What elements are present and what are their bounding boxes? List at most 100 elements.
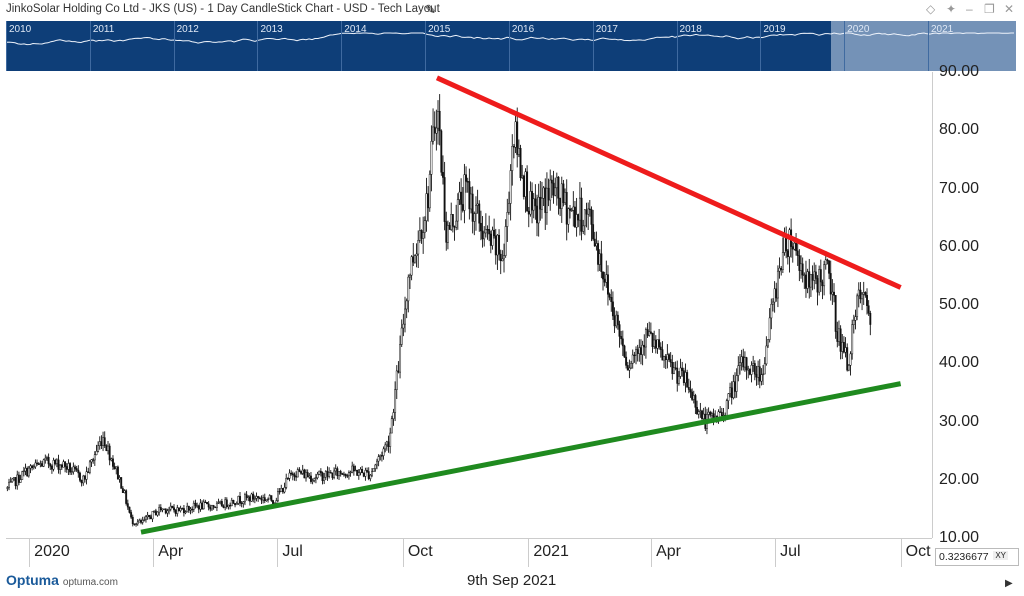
candle-body: [110, 458, 113, 461]
candle-body: [220, 501, 223, 507]
overview-navigator[interactable]: 2010 2011 2012 2013 2014 2015 2016 2017 2018 2019…: [6, 21, 1016, 71]
overview-year-divider: [425, 21, 427, 71]
overview-year-divider: [257, 21, 259, 71]
candle-body: [181, 508, 184, 510]
candle-body: [730, 387, 733, 398]
candle-body: [154, 510, 157, 516]
price-plot[interactable]: [6, 72, 932, 538]
candle-body: [204, 501, 207, 503]
candle-body: [67, 463, 70, 470]
candle-body: [598, 253, 601, 265]
candle-body: [253, 498, 256, 500]
candle-body: [468, 181, 471, 210]
candle-body: [857, 289, 860, 297]
candle-body: [376, 460, 378, 466]
candle-body: [508, 203, 510, 213]
candle-body: [380, 455, 383, 457]
candle-body: [630, 363, 633, 369]
candle-body: [189, 508, 192, 511]
candle-body: [354, 469, 357, 472]
close-icon[interactable]: ✕: [1004, 2, 1015, 16]
candle-body: [588, 208, 591, 210]
candle-body: [798, 255, 801, 271]
candle-body: [592, 224, 595, 240]
candle-body: [272, 500, 274, 504]
candle-body: [234, 503, 237, 506]
candle-body: [159, 507, 162, 511]
candle-body: [828, 260, 831, 274]
candle-body: [409, 274, 411, 278]
candle-body: [550, 179, 553, 184]
candle-body: [740, 356, 743, 363]
candle-body: [806, 271, 809, 289]
overview-year-divider: [89, 21, 91, 71]
candle-body: [212, 505, 215, 508]
candle-body: [285, 478, 288, 488]
candle-body: [432, 126, 435, 142]
candle-body: [739, 362, 741, 366]
candle-body: [478, 203, 481, 224]
readout-xy-tag[interactable]: XY: [993, 551, 1008, 560]
candle-body: [392, 412, 395, 419]
candle-series: [6, 94, 872, 527]
candle-body: [549, 179, 552, 201]
candle-body: [504, 226, 507, 256]
candle-body: [133, 523, 136, 525]
candle-body: [41, 463, 43, 467]
candle-body: [560, 183, 563, 209]
candle-body: [156, 511, 159, 516]
candle-body: [135, 523, 138, 525]
candle-body: [120, 477, 123, 489]
candle-body: [163, 508, 166, 510]
candle-body: [633, 354, 636, 357]
candle-body: [849, 353, 852, 366]
candle-body: [267, 498, 270, 501]
candle-body: [673, 367, 675, 374]
candle-body: [171, 505, 174, 508]
candle-body: [242, 501, 245, 504]
candle-body: [719, 411, 722, 413]
diamond-icon[interactable]: ◇: [926, 2, 936, 16]
restore-icon[interactable]: ❐: [984, 2, 995, 16]
candle-body: [750, 365, 753, 375]
candle-body: [686, 372, 689, 388]
candle-body: [803, 274, 806, 276]
candle-body: [126, 503, 129, 508]
candle-body: [866, 295, 868, 306]
candle-body: [339, 471, 342, 474]
pin-icon[interactable]: ✦: [946, 2, 957, 16]
candle-body: [9, 481, 12, 483]
candle-body: [275, 500, 278, 504]
minimize-icon[interactable]: –: [966, 2, 973, 16]
overview-selection[interactable]: [831, 21, 1016, 71]
candle-body: [197, 505, 200, 510]
candle-body: [72, 466, 75, 473]
candle-body: [607, 274, 609, 295]
overview-year-divider: [341, 21, 343, 71]
candle-body: [841, 341, 844, 352]
y-axis[interactable]: 10.00 20.00 30.00 40.00 50.00 60.00 70.00 80.00…: [932, 63, 1019, 546]
candle-body: [46, 457, 48, 459]
overview-year-label: 2010: [9, 24, 32, 35]
edit-pencil-icon[interactable]: ✎: [425, 2, 436, 17]
candle-body: [263, 497, 266, 501]
candle-body: [347, 472, 350, 477]
candle-body: [425, 193, 428, 221]
x-axis[interactable]: 2020 Apr Jul Oct 2021 Apr Jul Oct: [6, 538, 932, 567]
candle-body: [453, 225, 456, 228]
candle-body: [97, 445, 100, 452]
y-tick-label: 50.00: [939, 296, 980, 313]
overview-year-divider: [676, 21, 678, 71]
candle-body: [301, 469, 304, 474]
candle-body: [547, 187, 550, 201]
candle-body: [280, 488, 283, 492]
candle-body: [377, 456, 380, 462]
candle-body: [405, 300, 408, 310]
candle-body: [664, 356, 667, 360]
candle-body: [727, 393, 730, 401]
candle-body: [116, 466, 119, 480]
scroll-right-icon[interactable]: ▶: [1005, 578, 1013, 589]
candle-body: [366, 470, 369, 472]
candle-body: [283, 487, 286, 493]
candle-body: [847, 365, 850, 371]
